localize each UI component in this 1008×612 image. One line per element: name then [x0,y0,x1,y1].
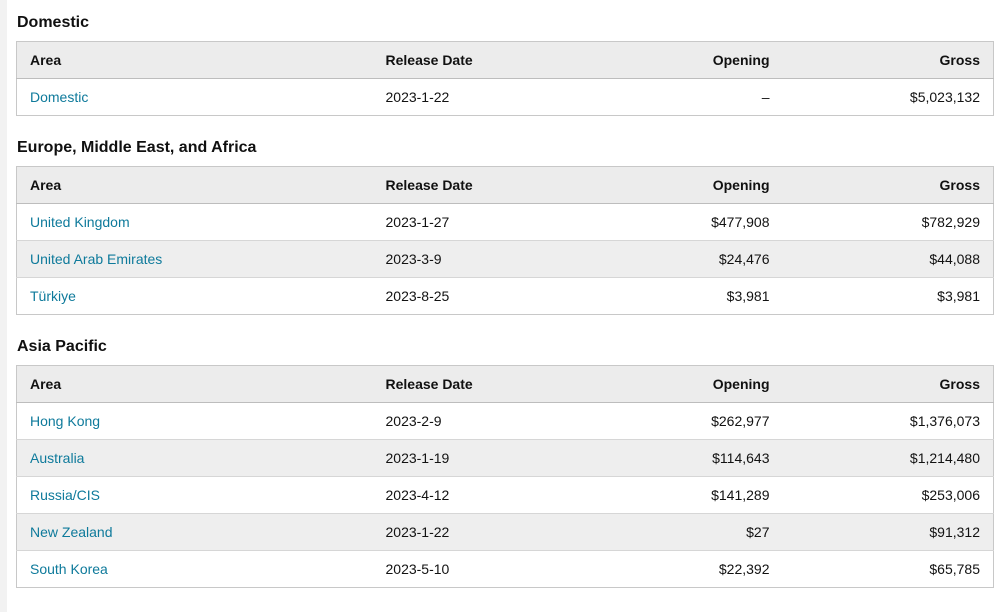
column-header-release_date: Release Date [372,41,603,79]
table-header-row: Area Release Date Opening Gross [16,41,994,79]
region-section: Europe, Middle East, and Africa Area Rele… [16,138,1008,315]
column-header-opening: Opening [602,365,783,403]
gross-cell: $1,376,073 [909,413,980,429]
release_date-cell: 2023-1-22 [385,89,450,105]
release_date-cell: 2023-4-12 [372,476,603,514]
table-row: South Korea 2023-5-10 $22,392 $65,785 [16,550,994,588]
area-link[interactable]: United Kingdom [30,214,130,230]
release_date-cell: 2023-8-25 [372,277,603,315]
column-header-area: Area [16,166,373,204]
section-title: Europe, Middle East, and Africa [17,139,257,156]
column-header-gross: Gross [782,41,994,79]
area-link[interactable]: United Arab Emirates [30,251,163,267]
table-row: Australia 2023-1-19 $114,643 $1,214,480 [16,439,994,477]
opening-cell: $3,981 [602,277,783,315]
gross-cell: $782,929 [921,214,980,230]
table-row: Türkiye 2023-8-25 $3,981 $3,981 [16,277,994,315]
page-left-gutter [0,0,7,612]
box-office-table: Area Release Date Opening Gross Domestic 202… [16,41,994,116]
area-cell: United Kingdom [17,204,373,241]
area-cell: United Arab Emirates [16,240,373,278]
area-link[interactable]: New Zealand [30,524,113,540]
region-section: Asia Pacific Area Release Date Opening Gros… [16,337,1008,588]
gross-cell: $65,785 [782,550,994,588]
column-header-gross: Gross [782,166,994,204]
area-link[interactable]: Russia/CIS [30,487,101,503]
opening-cell: $24,476 [602,240,783,278]
table-row: New Zealand 2023-1-22 $27 $91,312 [16,513,994,551]
opening-cell: $22,392 [602,550,783,588]
area-cell: Hong Kong [17,403,373,440]
table-header-row: Area Release Date Opening Gross [16,166,994,204]
release_date-cell: 2023-3-9 [372,240,603,278]
area-cell: Australia [16,439,373,477]
region-section: Domestic Area Release Date Opening Gross Do… [16,13,1008,116]
opening-cell: $114,643 [602,439,783,477]
column-header-release_date: Release Date [372,365,603,403]
table-header-row: Area Release Date Opening Gross [16,365,994,403]
opening-cell: $27 [602,513,783,551]
section-title: Asia Pacific [17,338,107,355]
gross-cell: $1,214,480 [782,439,994,477]
area-cell: Domestic [17,79,373,116]
area-cell: South Korea [16,550,373,588]
gross-cell: $3,981 [782,277,994,315]
release_date-cell: 2023-1-19 [372,439,603,477]
opening-cell: $141,289 [602,476,783,514]
area-cell: Türkiye [16,277,373,315]
sections-container: Domestic Area Release Date Opening Gross Do… [16,13,1008,588]
release_date-cell: 2023-1-22 [372,513,603,551]
release_date-cell: 2023-1-27 [385,214,450,230]
gross-cell: $253,006 [782,476,994,514]
table-row: Russia/CIS 2023-4-12 $141,289 $253,006 [16,476,994,514]
opening-cell: $477,908 [711,214,770,230]
area-link[interactable]: Domestic [30,89,89,105]
table-row: United Kingdom 2023-1-27 $477,908 $782,929 [17,204,994,241]
area-cell: New Zealand [16,513,373,551]
table-body: Hong Kong 2023-2-9 $262,977 $1,376,073 Austr… [16,403,994,588]
column-header-area: Area [16,41,373,79]
area-link[interactable]: Türkiye [30,288,76,304]
table-body: United Kingdom 2023-1-27 $477,908 $782,929 U… [16,204,994,315]
column-header-opening: Opening [602,41,783,79]
opening-cell: – [761,89,770,105]
table-body: Domestic 2023-1-22 – $5,023,132 [17,79,994,116]
release_date-cell: 2023-2-9 [385,413,442,429]
gross-cell: $91,312 [782,513,994,551]
box-office-table: Area Release Date Opening Gross Hong Kong 20… [16,365,994,588]
table-row: Domestic 2023-1-22 – $5,023,132 [17,79,994,116]
column-header-area: Area [16,365,373,403]
table-row: United Arab Emirates 2023-3-9 $24,476 $44,0… [16,240,994,278]
column-header-gross: Gross [782,365,994,403]
gross-cell: $5,023,132 [909,89,980,105]
table-row: Hong Kong 2023-2-9 $262,977 $1,376,073 [17,403,994,440]
column-header-release_date: Release Date [372,166,603,204]
opening-cell: $262,977 [711,413,770,429]
gross-cell: $44,088 [782,240,994,278]
box-office-table: Area Release Date Opening Gross United King… [16,166,994,315]
column-header-opening: Opening [602,166,783,204]
area-link[interactable]: Hong Kong [30,413,101,429]
section-title: Domestic [17,14,90,31]
area-link[interactable]: Australia [30,450,85,466]
release_date-cell: 2023-5-10 [372,550,603,588]
area-cell: Russia/CIS [16,476,373,514]
box-office-by-region-content: Domestic Area Release Date Opening Gross Do… [7,0,1008,610]
area-link[interactable]: South Korea [30,561,108,577]
